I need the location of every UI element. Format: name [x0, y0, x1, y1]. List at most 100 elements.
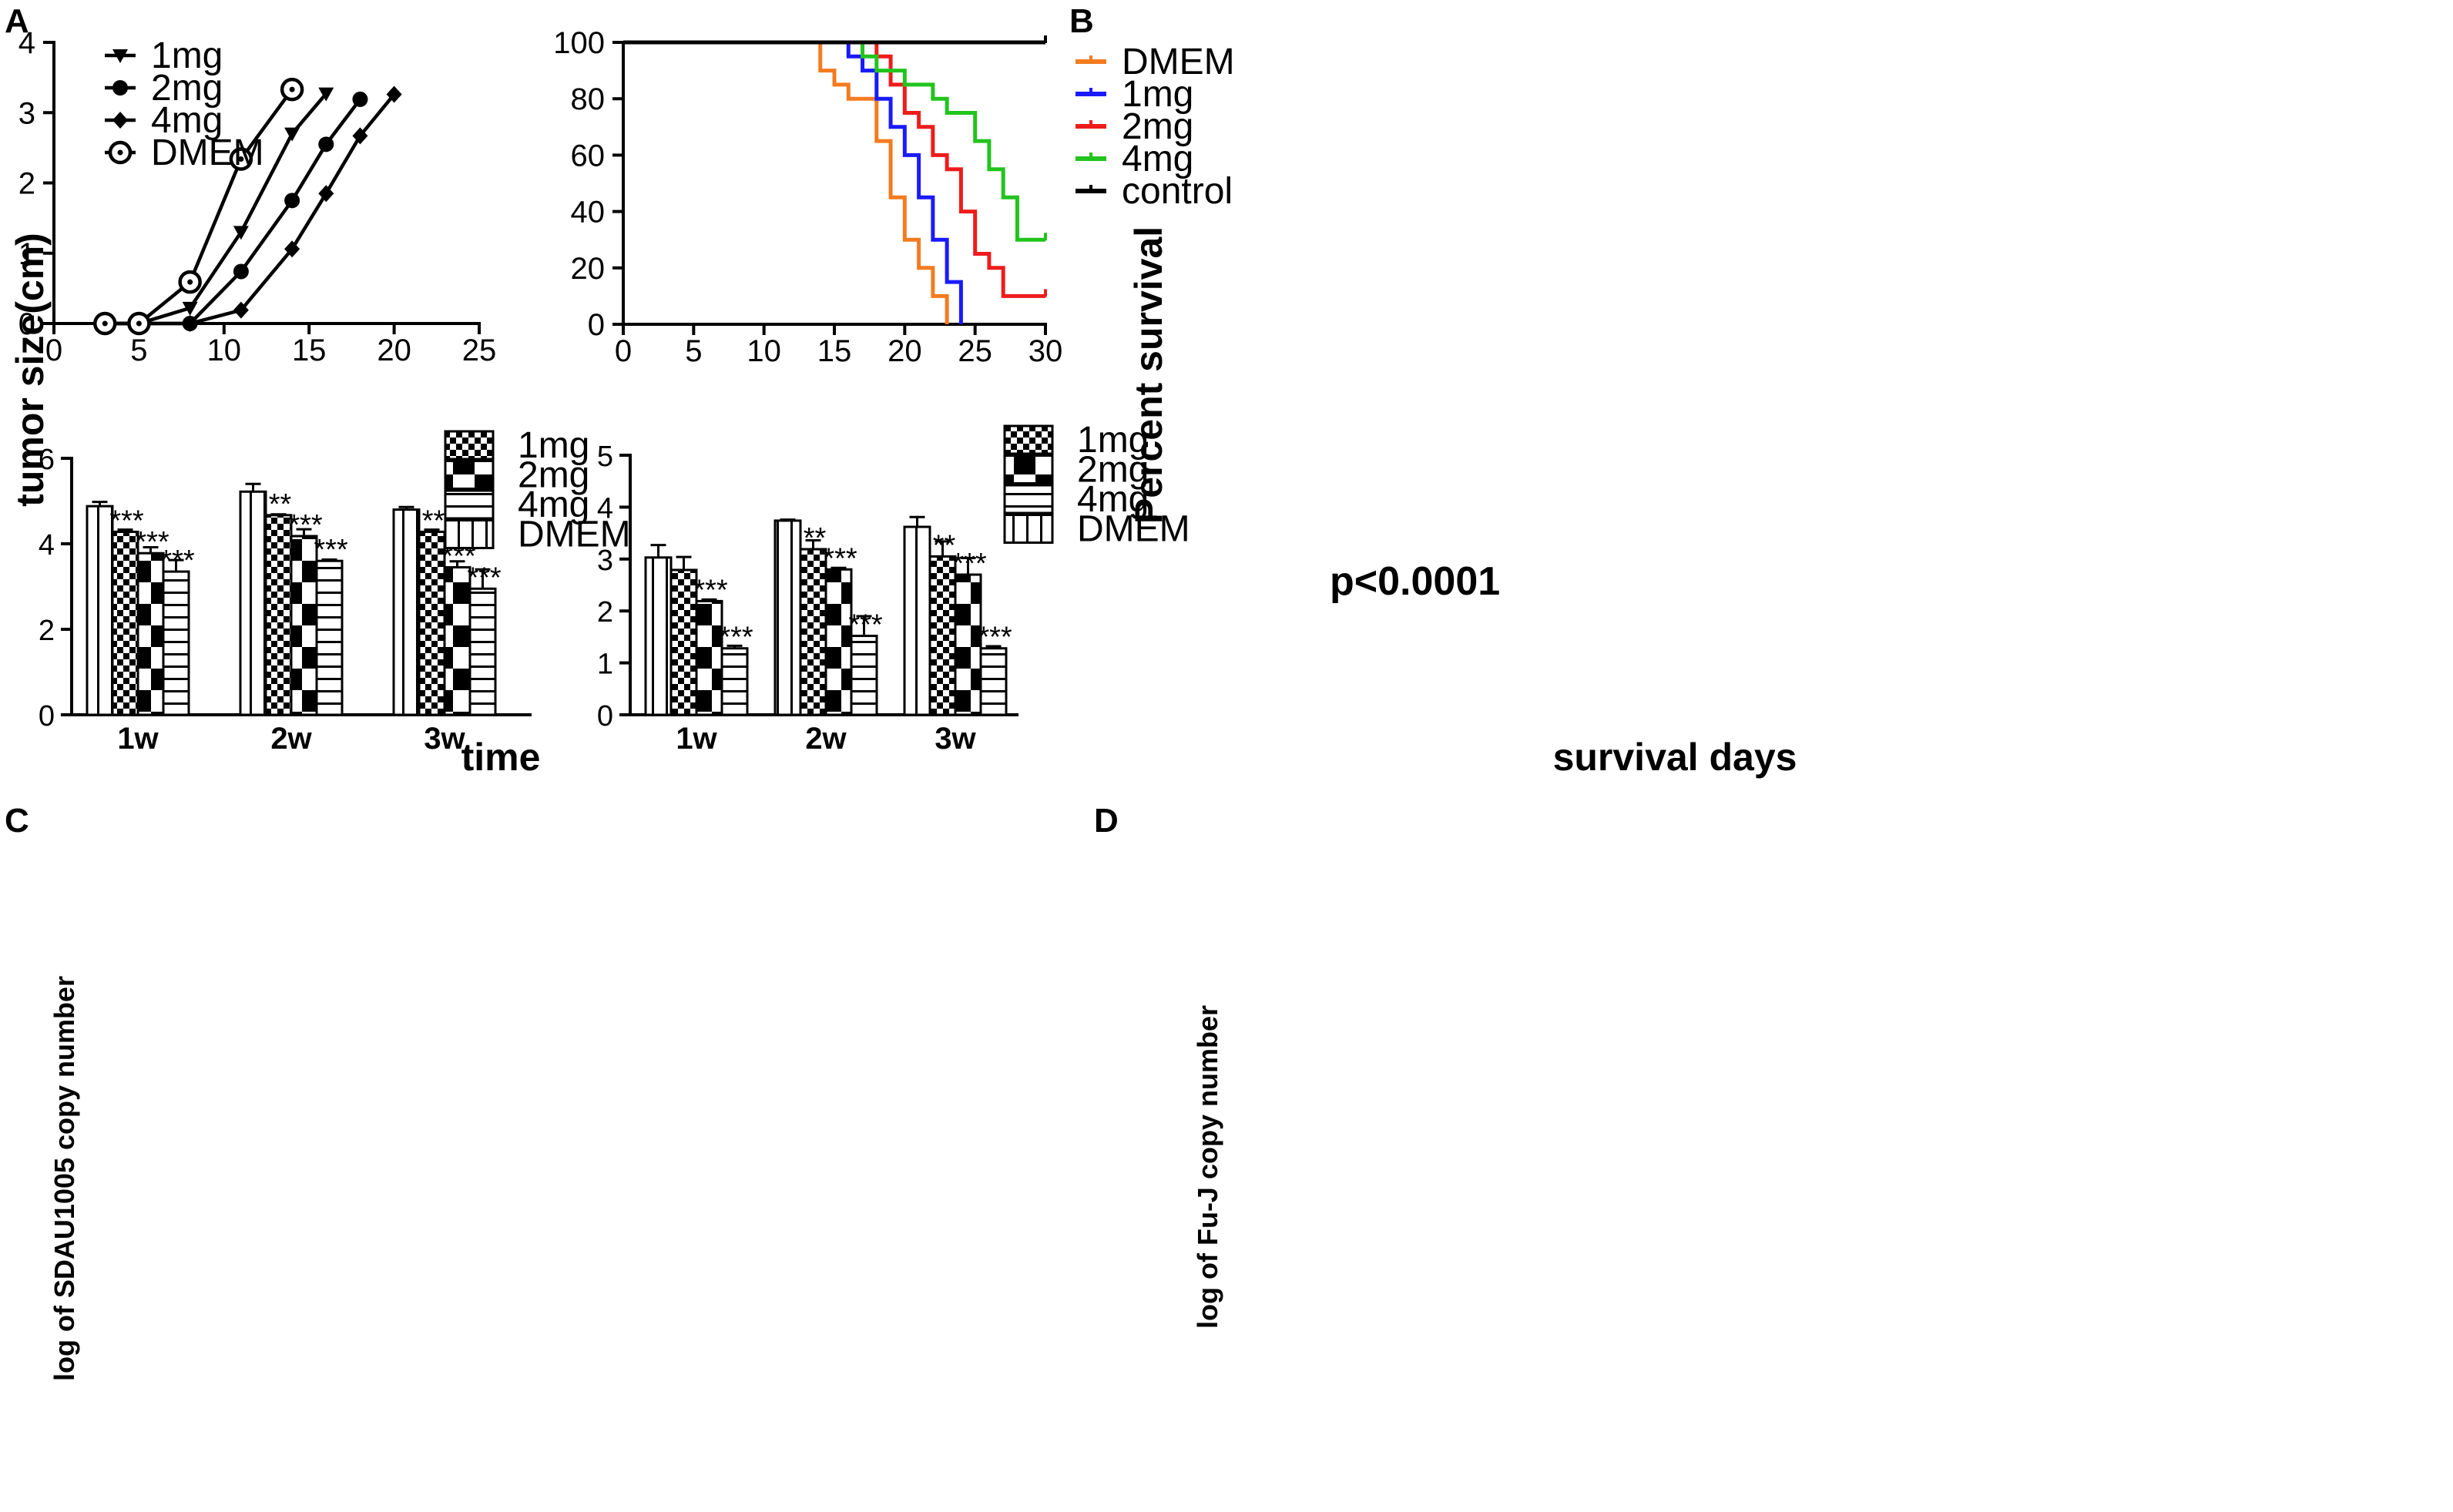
panel-a-point-4mg — [352, 127, 368, 145]
panel-d-significance-stars: *** — [823, 542, 857, 575]
panel-c-category-label: 3w — [424, 722, 465, 756]
panel-a-x-tick-label: 5 — [130, 334, 147, 367]
panel-d-significance-stars: ** — [804, 522, 827, 555]
panel-c-bar-DMEM — [239, 490, 267, 716]
panel-a-point-DMEM-center — [136, 320, 142, 327]
panel-a-point-2mg — [233, 263, 249, 280]
panel-c-bar-2mg — [290, 535, 318, 716]
panel-b-legend-label: 4mg — [1122, 139, 1193, 179]
panel-d-bar-DMEM — [903, 525, 931, 716]
panel-b-y-tick-label: 40 — [571, 196, 606, 230]
panel-a-y-tick-label: 2 — [18, 167, 35, 201]
panel-b-x-tick-label: 0 — [615, 334, 632, 368]
panel-a-legend-marker — [112, 112, 128, 129]
panel-d-bar-DMEM — [773, 519, 802, 716]
panel-c-category-label: 2w — [270, 722, 312, 756]
panel-a-point-4mg — [318, 185, 334, 203]
panel-a-point-4mg — [284, 240, 300, 258]
panel-a-legend-marker — [112, 49, 128, 63]
panel-c-bar-1mg — [264, 514, 293, 716]
panel-b-x-tick-label: 5 — [685, 334, 702, 368]
panel-a-y-tick-label: 3 — [18, 96, 35, 130]
panel-b-x-tick-label: 25 — [958, 334, 992, 368]
panel-c-category-label: 1w — [117, 722, 159, 756]
panel-c-y-tick-label: 6 — [39, 444, 55, 476]
panel-a-point-DMEM-center — [102, 320, 108, 327]
panel-b-x-tick-label: 30 — [1029, 334, 1063, 368]
panel-d-legend-label: DMEM — [1077, 509, 1190, 550]
panel-b-legend-label: 2mg — [1122, 106, 1193, 147]
panel-d-category-label: 1w — [676, 722, 717, 756]
panel-c-significance-stars: *** — [314, 534, 348, 566]
panel-a-ylabel: tumor size(cm) — [8, 233, 52, 507]
panel-c-legend-swatch-DMEM — [444, 519, 495, 549]
panel-a-x-tick-label: 20 — [377, 334, 411, 367]
panel-d-significance-stars: *** — [693, 574, 728, 606]
panel-a-point-1mg — [233, 226, 249, 240]
panel-d-legend-label: 1mg — [1077, 420, 1149, 461]
panel-letters: A B C D — [5, 2, 1119, 840]
panel-b-y-tick-label: 20 — [571, 252, 606, 286]
panel-d-y-tick-label: 4 — [597, 492, 613, 525]
panel-b-curve-4mg — [623, 40, 1045, 242]
panel-d-legend-swatch-2mg — [1003, 454, 1054, 484]
fu-j-bar-chart: log of Fu-J copy number 0 1 2 3 4 5 1w *** *** 2w… — [597, 420, 1223, 1329]
panel-a-point-1mg — [318, 87, 334, 102]
panel-a-point-2mg — [318, 136, 334, 153]
panel-d-legend-swatch-4mg — [1003, 484, 1054, 515]
p-value-annotation: p<0.0001 — [1330, 559, 1500, 604]
panel-c-bar-4mg — [162, 570, 190, 716]
panel-c-legend-swatch-4mg — [444, 489, 495, 520]
panel-c-legend-label: 2mg — [518, 455, 589, 496]
panel-c-legend-label: DMEM — [518, 515, 631, 555]
panel-c-legend-label: 4mg — [518, 484, 589, 525]
panel-c-bar-2mg — [443, 566, 471, 716]
panel-a-xlabel: time — [461, 736, 541, 779]
panel-a-y-tick-label: 0 — [18, 307, 35, 341]
panel-a-x-tick-label: 10 — [207, 334, 242, 367]
panel-c-y-tick-label: 4 — [39, 529, 55, 562]
panel-c-bar-4mg — [315, 559, 344, 716]
panel-b-y-tick-label: 0 — [588, 308, 605, 342]
panel-d-bar-4mg — [850, 635, 878, 716]
panel-c-ylabel: log of SDAU1005 copy number — [49, 976, 80, 1381]
panel-b-legend-label: DMEM — [1122, 42, 1235, 82]
panel-b-x-tick-label: 15 — [817, 334, 852, 368]
panel-c-significance-stars: *** — [467, 562, 502, 594]
panel-d-y-tick-label: 3 — [597, 545, 613, 577]
panel-a-legend-marker-center — [117, 149, 123, 156]
panel-c-bar-DMEM — [86, 505, 114, 716]
panel-d-significance-stars: *** — [719, 622, 753, 654]
panel-c-significance-stars: *** — [135, 526, 169, 558]
panel-d-bar-2mg — [695, 599, 723, 716]
panel-d-bar-1mg — [928, 555, 957, 716]
panel-letter-d: D — [1094, 802, 1119, 840]
panel-a-legend-label: 1mg — [151, 35, 223, 76]
panel-c-significance-stars: *** — [160, 545, 195, 577]
panel-a-point-DMEM-center — [289, 86, 295, 92]
panel-d-significance-stars: *** — [848, 609, 883, 642]
panel-b-y-tick-label: 100 — [553, 26, 605, 60]
panel-a-legend-marker — [112, 80, 128, 96]
panel-d-category-label: 2w — [805, 722, 847, 756]
panel-a-legend-label: DMEM — [151, 132, 264, 173]
panel-a-x-tick-label: 0 — [45, 334, 62, 367]
panel-c-significance-stars: ** — [269, 488, 292, 521]
panel-c-y-tick-label: 0 — [39, 700, 55, 733]
sdau1005-bar-chart: log of SDAU1005 copy number 02461w******… — [39, 425, 631, 1381]
panel-b-x-tick-label: 10 — [747, 334, 781, 368]
panel-a-point-4mg — [233, 301, 249, 319]
panel-letter-a: A — [5, 2, 29, 40]
panel-d-bar-1mg — [799, 548, 827, 716]
panel-d-legend-swatch-1mg — [1003, 424, 1054, 455]
panel-d-legend-swatch-DMEM — [1003, 514, 1054, 544]
panel-a-point-DMEM-center — [187, 279, 193, 285]
panel-a-point-DMEM-center — [238, 156, 244, 162]
panel-c-bar-1mg — [111, 530, 139, 716]
survival-curve-chart: survival days Percent survival p<0.0001 … — [553, 26, 1797, 779]
panel-d-category-label: 3w — [935, 722, 976, 756]
panel-c-legend-swatch-2mg — [444, 460, 495, 490]
panel-a-line-4mg — [105, 93, 396, 326]
